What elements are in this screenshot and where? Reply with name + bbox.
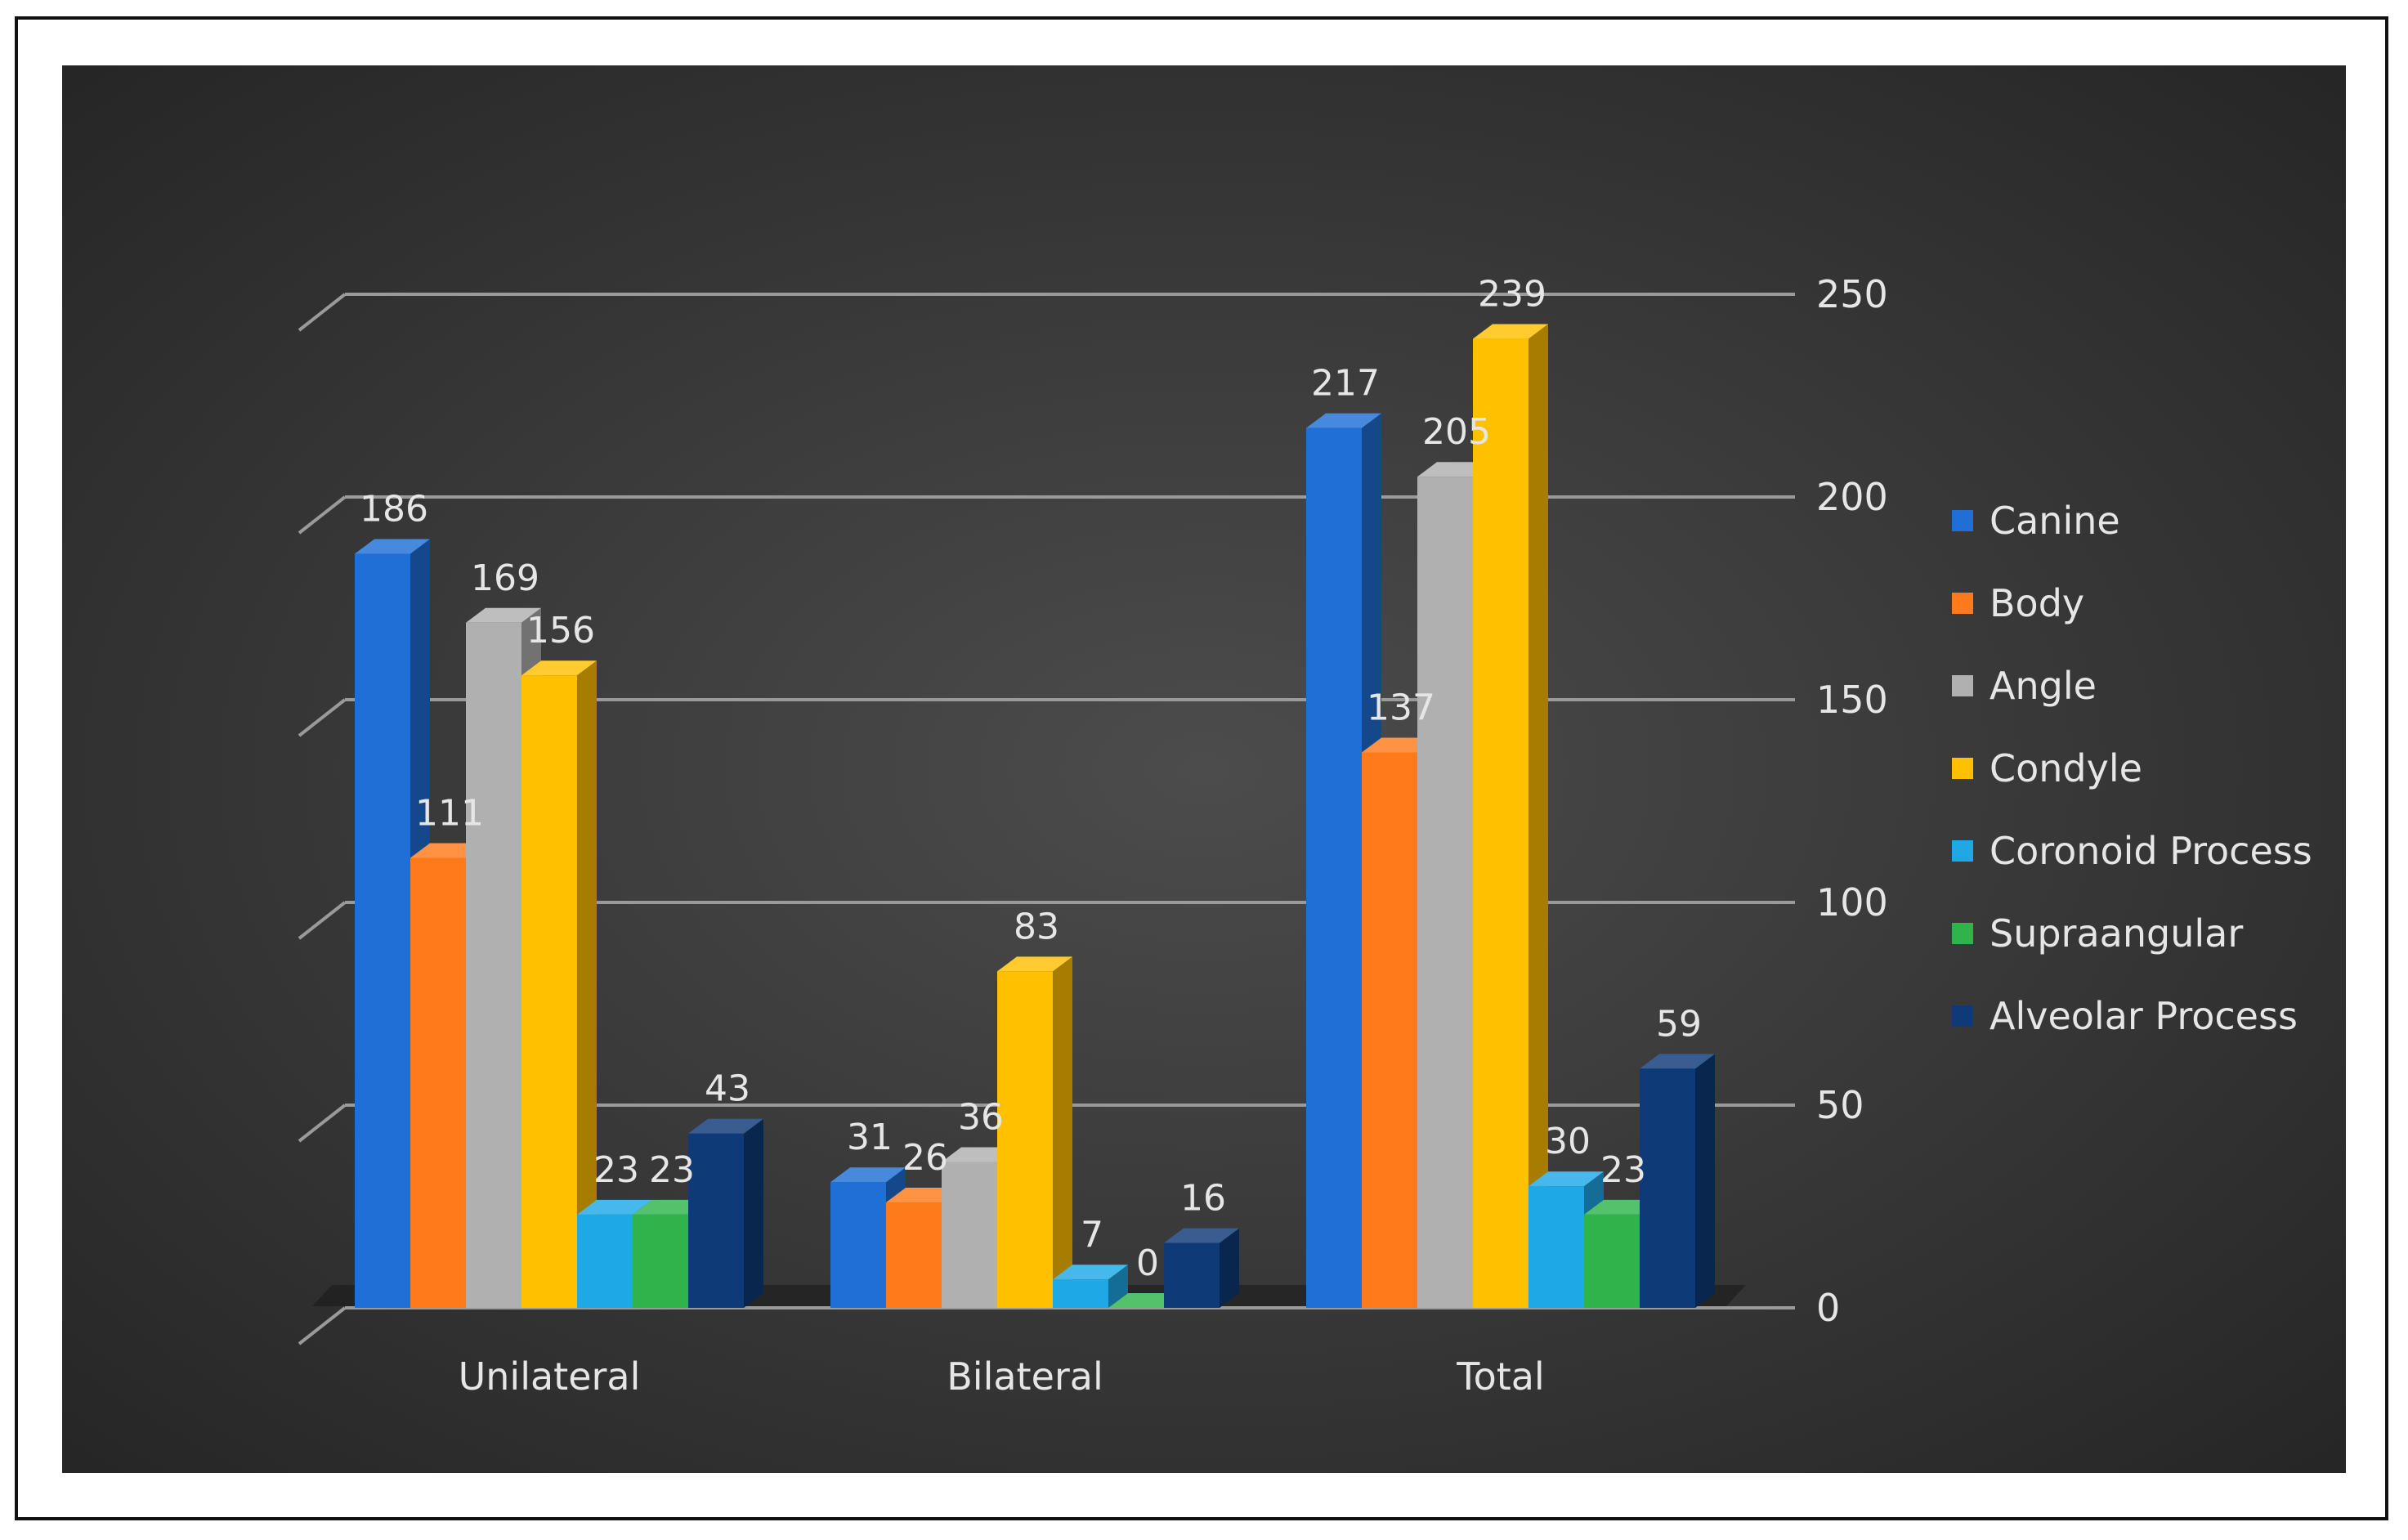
bar: [688, 1133, 744, 1308]
y-tick-label: 250: [1816, 272, 1888, 316]
gridline-depth: [298, 1306, 347, 1345]
bar-top: [1164, 1228, 1239, 1243]
data-label: 83: [1014, 906, 1059, 947]
bar: [521, 675, 577, 1308]
bar-top: [466, 607, 541, 623]
data-label: 205: [1422, 411, 1491, 453]
gridline-depth: [298, 698, 347, 737]
bars: [355, 324, 1715, 1309]
bar: [886, 1202, 942, 1308]
bar-side: [1528, 324, 1548, 1308]
bar-side: [577, 660, 597, 1308]
legend-swatch: [1952, 593, 1973, 614]
bar: [1640, 1068, 1695, 1308]
data-label: 59: [1656, 1003, 1702, 1045]
bar-top: [688, 1118, 763, 1134]
bar: [410, 857, 466, 1308]
legend-swatch: [1952, 758, 1973, 779]
legend-swatch: [1952, 840, 1973, 862]
bar: [1164, 1242, 1220, 1308]
data-label: 43: [705, 1068, 750, 1110]
data-label: 239: [1478, 274, 1546, 316]
bar-side: [1695, 1054, 1715, 1308]
gridline-depth: [298, 1104, 347, 1143]
bar-top: [1306, 413, 1381, 428]
y-tick-label: 150: [1816, 678, 1888, 722]
bar: [1528, 1186, 1584, 1308]
legend-label: Coronoid Process: [1990, 829, 2312, 873]
data-label: 186: [360, 488, 428, 530]
bar: [355, 553, 410, 1308]
bar: [466, 622, 521, 1308]
x-category-label: Bilateral: [947, 1354, 1103, 1399]
legend-swatch: [1952, 923, 1973, 944]
legend-label: Supraangular: [1990, 911, 2243, 956]
bar-side: [1053, 956, 1072, 1308]
bar-top: [355, 539, 430, 554]
data-label: 0: [1136, 1242, 1159, 1284]
data-label: 36: [958, 1096, 1004, 1138]
data-label: 137: [1367, 687, 1435, 728]
bar-top: [1473, 324, 1548, 339]
gridline-depth: [298, 901, 347, 940]
data-label: 30: [1545, 1121, 1591, 1162]
bar-side: [1220, 1228, 1239, 1308]
legend-swatch: [1952, 675, 1973, 696]
bar-top: [1640, 1054, 1715, 1069]
data-label: 23: [593, 1149, 639, 1191]
data-label: 23: [649, 1149, 695, 1191]
bar: [1584, 1214, 1640, 1308]
bar: [1306, 428, 1362, 1309]
legend-swatch: [1952, 510, 1973, 531]
data-label: 111: [415, 792, 484, 834]
data-label: 156: [526, 610, 595, 651]
data-label: 16: [1180, 1178, 1226, 1220]
data-label: 26: [902, 1137, 948, 1179]
y-axis-ticks: 0 50 100 150 200 250: [1816, 272, 1888, 1330]
bar: [997, 971, 1053, 1308]
bar-top: [1528, 1171, 1604, 1187]
bar: [1362, 752, 1417, 1308]
bar: [1417, 477, 1473, 1308]
bar-top: [577, 1199, 652, 1215]
gridline-depth: [298, 293, 347, 332]
bar-top: [1053, 1265, 1128, 1280]
bar-side: [744, 1118, 763, 1308]
legend-label: Alveolar Process: [1990, 994, 2298, 1038]
bar: [1053, 1279, 1108, 1308]
x-category-label: Total: [1456, 1354, 1544, 1399]
legend-label: Canine: [1990, 499, 2120, 543]
legend-label: Angle: [1990, 664, 2097, 708]
legend-label: Body: [1990, 581, 2084, 625]
legend: Canine Body Angle Condyle Coronoid Process Su…: [1952, 499, 2312, 1038]
y-tick-label: 0: [1816, 1286, 1840, 1330]
y-tick-label: 50: [1816, 1083, 1864, 1127]
data-label: 23: [1600, 1149, 1646, 1191]
bar: [942, 1162, 997, 1308]
y-tick-label: 100: [1816, 880, 1888, 924]
legend-swatch: [1952, 1005, 1973, 1027]
x-category-label: Unilateral: [459, 1354, 641, 1399]
data-label: 7: [1081, 1214, 1103, 1256]
bar: [633, 1214, 688, 1308]
y-tick-label: 200: [1816, 475, 1888, 519]
x-axis-categories: Unilateral Bilateral Total: [459, 1354, 1545, 1399]
bar: [577, 1214, 633, 1308]
bar-top: [997, 956, 1072, 972]
bar-side: [1108, 1265, 1128, 1308]
gridline-depth: [298, 495, 347, 535]
bar: [830, 1182, 886, 1308]
data-label: 217: [1311, 363, 1380, 405]
legend-label: Condyle: [1990, 746, 2142, 790]
bar-top: [830, 1167, 906, 1183]
data-label: 169: [471, 557, 539, 599]
bar-top: [521, 660, 597, 676]
data-label: 31: [847, 1117, 893, 1158]
bar: [1473, 338, 1528, 1308]
